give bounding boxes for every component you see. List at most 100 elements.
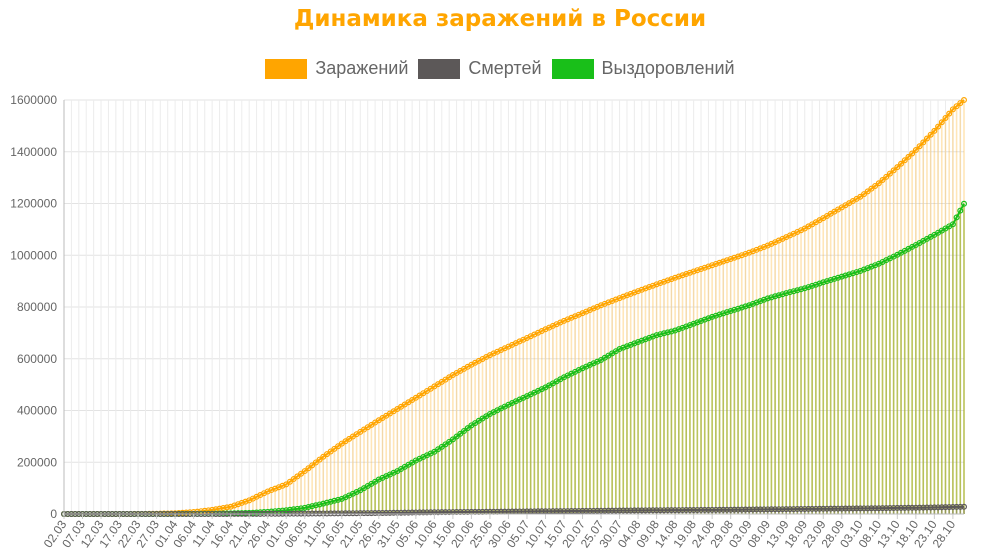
point-infections (935, 123, 942, 130)
point-deaths (798, 505, 805, 512)
legend-item-deaths[interactable]: Смертей (418, 58, 542, 79)
point-deaths (923, 504, 930, 511)
point-infections (898, 160, 905, 167)
point-infections (920, 139, 927, 146)
point-deaths (657, 507, 664, 514)
point-deaths (568, 508, 575, 515)
point-infections (727, 256, 734, 263)
point-deaths (790, 506, 797, 513)
point-deaths (575, 507, 582, 514)
point-infections (223, 504, 230, 511)
point-infections (890, 167, 897, 174)
point-infections (894, 164, 901, 171)
point-deaths (820, 505, 827, 512)
point-infections (942, 114, 949, 121)
point-recoveries (664, 329, 671, 336)
point-infections (709, 262, 716, 269)
point-infections (916, 143, 923, 150)
point-deaths (612, 507, 619, 514)
point-deaths (801, 505, 808, 512)
point-deaths (927, 504, 934, 511)
point-infections (305, 465, 312, 472)
point-infections (872, 182, 879, 189)
point-deaths (879, 505, 886, 512)
point-deaths (361, 510, 368, 517)
point-recoveries (660, 330, 667, 337)
point-recoveries (738, 304, 745, 311)
point-recoveries (672, 327, 679, 334)
point-infections (238, 499, 245, 506)
point-deaths (853, 505, 860, 512)
point-deaths (379, 509, 386, 516)
point-deaths (846, 505, 853, 512)
point-deaths (627, 507, 634, 514)
point-recoveries (638, 337, 645, 344)
point-infections (712, 260, 719, 267)
point-recoveries (464, 425, 471, 432)
legend-label-recoveries: Выздоровлений (601, 58, 735, 78)
point-deaths (638, 507, 645, 514)
point-deaths (742, 506, 749, 513)
point-infections (883, 173, 890, 180)
point-infections (731, 254, 738, 261)
point-deaths (786, 506, 793, 513)
point-infections (664, 277, 671, 284)
point-deaths (631, 507, 638, 514)
point-infections (701, 264, 708, 271)
point-deaths (872, 505, 879, 512)
point-deaths (838, 505, 845, 512)
point-recoveries (705, 315, 712, 322)
point-deaths (886, 505, 893, 512)
point-recoveries (323, 499, 330, 506)
y-tick-label: 400000 (17, 404, 57, 418)
legend-item-infections[interactable]: Заражений (265, 58, 408, 79)
point-deaths (579, 507, 586, 514)
point-infections (742, 250, 749, 257)
point-infections (220, 505, 227, 512)
point-recoveries (694, 319, 701, 326)
point-infections (694, 267, 701, 274)
point-deaths (764, 506, 771, 513)
point-deaths (423, 509, 430, 516)
point-recoveries (735, 305, 742, 312)
point-deaths (946, 504, 953, 511)
point-recoveries (949, 221, 956, 228)
axes (63, 100, 964, 519)
point-deaths (323, 510, 330, 517)
point-deaths (572, 507, 579, 514)
point-recoveries (642, 336, 649, 343)
point-infections (886, 170, 893, 177)
legend-item-recoveries[interactable]: Выздоровлений (551, 58, 735, 79)
y-tick-label: 1600000 (10, 93, 57, 107)
point-deaths (694, 506, 701, 513)
point-recoveries (842, 272, 849, 279)
legend-swatch-recoveries (551, 58, 594, 79)
point-infections (723, 257, 730, 264)
point-deaths (816, 505, 823, 512)
grid-lines (63, 99, 964, 515)
point-deaths (712, 506, 719, 513)
legend-label-deaths: Смертей (468, 58, 542, 78)
point-recoveries (723, 309, 730, 316)
point-deaths (805, 505, 812, 512)
point-infections (627, 290, 634, 297)
point-infections (901, 157, 908, 164)
point-deaths (842, 505, 849, 512)
point-recoveries (690, 320, 697, 327)
point-deaths (901, 504, 908, 511)
point-recoveries (820, 279, 827, 286)
point-infections (931, 127, 938, 134)
point-deaths (390, 509, 397, 516)
point-deaths (590, 507, 597, 514)
point-infections (912, 147, 919, 154)
point-deaths (605, 507, 612, 514)
point-recoveries (457, 430, 464, 437)
point-deaths (442, 509, 449, 516)
point-recoveries (327, 498, 334, 505)
point-deaths (883, 505, 890, 512)
point-deaths (749, 506, 756, 513)
point-deaths (705, 506, 712, 513)
point-deaths (401, 509, 408, 516)
point-infections (949, 106, 956, 113)
point-recoveries (809, 282, 816, 289)
